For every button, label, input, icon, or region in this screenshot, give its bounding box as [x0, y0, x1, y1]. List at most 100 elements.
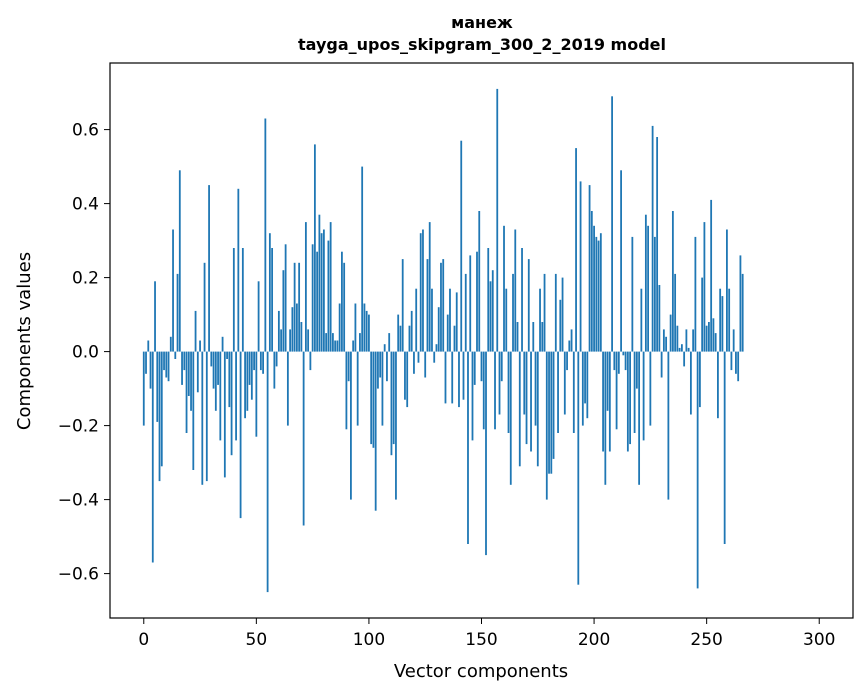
y-tick-label: −0.6	[58, 565, 99, 585]
bar	[205, 351, 208, 482]
bar	[151, 351, 154, 563]
bar	[545, 351, 548, 500]
bar	[419, 233, 422, 352]
bar	[401, 259, 404, 352]
bar	[683, 351, 686, 367]
bar	[196, 351, 199, 393]
bar	[699, 351, 701, 408]
bar	[620, 170, 622, 352]
bar	[379, 351, 382, 378]
bar	[417, 351, 420, 363]
bar	[361, 166, 364, 352]
bar	[532, 322, 535, 352]
bar	[487, 248, 490, 352]
bar	[739, 255, 742, 352]
bar	[311, 244, 314, 352]
bar	[503, 225, 505, 352]
bar	[372, 351, 375, 448]
y-tick-label: −0.2	[58, 417, 99, 437]
bar	[642, 351, 645, 441]
bar	[244, 351, 246, 419]
bar	[509, 351, 512, 485]
bar	[662, 329, 665, 352]
bar	[554, 273, 557, 352]
bar	[199, 340, 201, 352]
bar	[633, 351, 636, 433]
bar	[665, 336, 668, 352]
y-tick-label: 0.6	[72, 121, 99, 141]
bar	[241, 248, 244, 352]
bar	[248, 351, 251, 385]
bar	[667, 351, 670, 500]
x-tick-label: 150	[465, 630, 497, 650]
bar	[617, 351, 620, 374]
bar	[462, 351, 465, 400]
bar	[527, 259, 530, 352]
bar	[692, 329, 695, 352]
bar	[629, 351, 631, 445]
bar	[160, 351, 163, 467]
bar	[336, 340, 339, 352]
bar	[712, 318, 715, 352]
bar	[395, 351, 397, 500]
bar	[440, 262, 442, 352]
bar	[437, 307, 440, 352]
bar	[392, 351, 395, 445]
bar	[178, 170, 181, 352]
bar	[649, 351, 652, 426]
x-tick-label: 200	[578, 630, 610, 650]
bar	[446, 314, 449, 352]
bar	[291, 307, 294, 352]
bar	[494, 351, 496, 430]
bar	[298, 262, 301, 352]
bar	[464, 273, 467, 352]
bar	[701, 277, 704, 352]
bar	[444, 351, 447, 404]
bar	[343, 262, 346, 352]
bar	[147, 340, 150, 352]
x-tick-label: 100	[353, 630, 385, 650]
bar	[717, 351, 719, 419]
bar	[174, 351, 177, 359]
bar	[741, 273, 744, 352]
bar	[359, 333, 361, 352]
bar	[208, 185, 210, 352]
bar	[735, 351, 737, 374]
bar	[192, 351, 195, 470]
bar	[149, 351, 152, 389]
bar	[424, 351, 427, 378]
bar	[640, 288, 643, 352]
plot-frame	[109, 62, 854, 619]
bar	[165, 351, 168, 378]
bar	[341, 251, 343, 352]
bar	[703, 222, 706, 352]
bar	[304, 222, 307, 352]
bar	[329, 222, 332, 352]
bar	[226, 351, 228, 359]
bar	[406, 351, 409, 408]
bar	[347, 351, 350, 382]
bar	[142, 351, 145, 426]
bar	[491, 270, 494, 352]
bar	[541, 322, 544, 352]
y-tick-label: 0.4	[72, 195, 99, 215]
bar	[584, 351, 586, 404]
bar	[223, 351, 226, 478]
y-tick-label: −0.4	[58, 491, 99, 511]
bar	[156, 351, 159, 422]
bar	[586, 351, 589, 419]
x-tick-label: 250	[690, 630, 722, 650]
bar	[404, 351, 406, 400]
bar	[183, 351, 186, 371]
bar	[386, 351, 388, 382]
bar	[631, 236, 634, 352]
bar	[575, 148, 577, 352]
bar	[318, 214, 321, 352]
bar	[181, 351, 183, 385]
bar	[307, 329, 310, 352]
bar	[194, 310, 197, 352]
bar	[732, 329, 735, 352]
bar	[516, 322, 519, 352]
bar	[158, 351, 161, 482]
